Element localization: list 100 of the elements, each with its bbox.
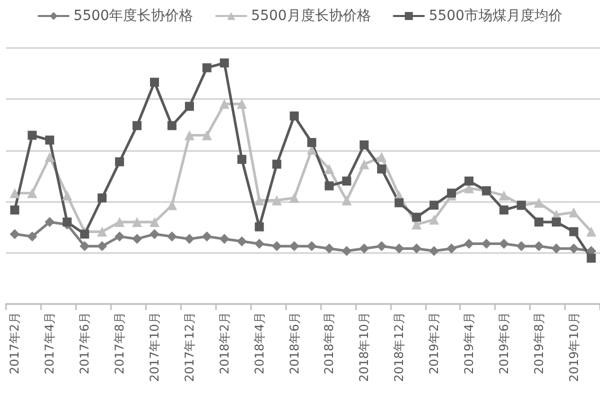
point: [132, 217, 142, 228]
point: [376, 241, 387, 252]
point: [150, 217, 160, 228]
point: [307, 138, 316, 147]
point: [306, 241, 317, 252]
point: [150, 78, 159, 87]
point: [324, 244, 334, 254]
x-tick-label: 2019年10月: [566, 312, 581, 382]
point: [569, 227, 578, 236]
point: [10, 229, 20, 240]
point: [586, 254, 596, 263]
point: [568, 244, 579, 254]
point: [132, 234, 142, 244]
point: [184, 130, 194, 140]
point: [254, 238, 264, 249]
point: [97, 226, 108, 237]
point: [115, 157, 124, 166]
point: [202, 63, 212, 72]
x-tick-label: 2019年6月: [496, 312, 511, 374]
point: [376, 152, 387, 162]
x-tick-label: 2019年8月: [532, 312, 546, 374]
point: [499, 205, 508, 214]
point: [28, 130, 37, 140]
x-tick-label: 2018年2月: [217, 312, 232, 374]
point: [464, 176, 474, 186]
point: [114, 232, 125, 242]
point: [429, 214, 440, 225]
point: [377, 164, 386, 174]
point: [167, 121, 176, 130]
point: [254, 195, 264, 206]
point: [568, 207, 579, 218]
point: [202, 232, 212, 242]
point: [342, 195, 352, 206]
point: [97, 241, 108, 252]
point: [236, 98, 247, 109]
point: [586, 226, 596, 237]
point: [202, 130, 212, 140]
point: [551, 244, 562, 254]
point: [44, 152, 55, 162]
point: [80, 230, 90, 239]
point: [324, 164, 334, 174]
point: [394, 244, 404, 254]
point: [45, 136, 54, 145]
point: [446, 244, 456, 254]
legend-label: 5500月度长协价格: [251, 8, 371, 24]
point: [272, 160, 282, 169]
x-tick-label: 2018年4月: [252, 312, 266, 374]
point: [272, 195, 282, 206]
point: [237, 154, 246, 164]
point: [62, 218, 72, 227]
x-tick-label: 2018年6月: [287, 312, 302, 374]
point: [132, 121, 142, 130]
point: [359, 159, 370, 170]
point: [219, 234, 230, 244]
point: [464, 238, 474, 249]
point: [27, 188, 38, 198]
point: [481, 238, 492, 249]
point: [394, 198, 404, 208]
point: [289, 192, 300, 203]
point: [498, 238, 509, 249]
point: [10, 205, 20, 214]
point: [166, 232, 177, 242]
x-tick-label: 2018年10月: [357, 312, 372, 382]
point: [184, 234, 194, 244]
x-tick-label: 2017年12月: [182, 312, 196, 382]
point: [98, 193, 107, 202]
point: [324, 181, 334, 190]
point: [412, 212, 422, 222]
point: [342, 176, 352, 186]
point: [184, 102, 194, 111]
x-tick-label: 2017年8月: [112, 312, 127, 374]
point: [114, 217, 125, 228]
x-tick-label: 2019年4月: [462, 312, 476, 374]
x-tick-label: 2017年6月: [78, 312, 92, 374]
point: [44, 217, 55, 228]
point: [219, 98, 230, 109]
x-tick-label: 2019年2月: [427, 312, 442, 374]
point: [534, 218, 544, 227]
point: [534, 198, 544, 208]
point: [412, 244, 422, 254]
point: [80, 241, 90, 252]
x-tick-label: 2018年12月: [392, 312, 406, 382]
point: [27, 232, 38, 242]
point: [272, 241, 282, 252]
x-tick-label: 2017年4月: [42, 312, 57, 374]
x-tick-label: 2017年10月: [148, 312, 162, 382]
point: [430, 200, 439, 210]
point: [516, 241, 526, 252]
point: [220, 58, 229, 68]
point: [254, 222, 264, 232]
point: [342, 246, 352, 256]
point: [236, 236, 247, 246]
x-tick-label: 2018年8月: [322, 312, 336, 374]
point: [447, 188, 456, 198]
point: [552, 218, 561, 227]
point: [10, 188, 20, 198]
point: [360, 140, 369, 150]
x-tick-label: 2017年2月: [8, 312, 22, 374]
point: [62, 190, 72, 201]
point: [534, 241, 544, 252]
